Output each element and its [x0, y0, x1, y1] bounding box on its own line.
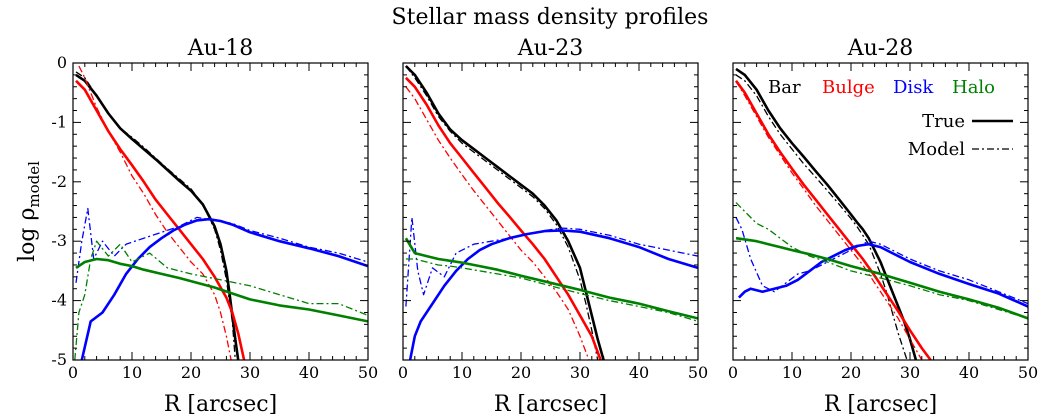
x-tick-label: 20: [511, 363, 531, 382]
series-bar-true: [404, 65, 605, 360]
series-bulge-model: [735, 80, 923, 360]
plot-frame: [72, 62, 369, 361]
x-tick-label: 0: [398, 363, 408, 382]
plot-frame: [732, 62, 1029, 361]
figure-title: Stellar mass density profiles: [392, 5, 709, 30]
series-bar-model: [405, 65, 599, 360]
y-tick-label: -2: [51, 172, 67, 191]
panels: Au-18 0 10 20 30 40 50 0 -1 -2 -3 -4 -5 R [arcsec] log…: [15, 36, 1038, 417]
x-axis-label: R [arcsec]: [824, 392, 937, 417]
legend-entry-disk: Disk: [893, 77, 934, 98]
y-tick-label: -5: [51, 350, 67, 369]
x-tick-label: 0: [68, 363, 78, 382]
x-tick-label: 0: [728, 363, 738, 382]
x-tick-label: 10: [782, 363, 802, 382]
y-tick-label: -4: [51, 291, 67, 310]
plot-frame: [402, 62, 699, 361]
series-disk-model: [75, 207, 368, 283]
legend-entry-bulge: Bulge: [822, 77, 875, 98]
panel-1: Au-18 0 10 20 30 40 50 0 -1 -2 -3 -4 -5 R [arcsec] log…: [15, 36, 378, 417]
x-axis-label: R [arcsec]: [494, 392, 607, 417]
x-tick-label: 50: [358, 363, 378, 382]
panel-title: Au-28: [847, 36, 913, 61]
legend-entry-halo: Halo: [952, 77, 995, 98]
y-tick-label: -1: [51, 112, 67, 131]
series-halo-model: [405, 258, 698, 323]
x-tick-label: 10: [122, 363, 142, 382]
legend-entry-bar: Bar: [768, 77, 801, 98]
legend: Bar Bulge Disk Halo True Model: [768, 77, 1013, 160]
x-tick-label: 30: [900, 363, 920, 382]
series-bar-model: [735, 74, 908, 360]
series-bar-true: [735, 67, 918, 360]
series-halo-true: [404, 237, 698, 320]
series-disk-true: [737, 242, 1028, 308]
x-tick-label: 50: [1018, 363, 1038, 382]
x-tick-label: 20: [181, 363, 201, 382]
series-disk-true: [80, 217, 368, 360]
y-axis-label-subscript: model: [25, 161, 43, 208]
series-bulge-true: [404, 76, 602, 360]
x-tick-label: 50: [688, 363, 708, 382]
x-tick-label: 20: [841, 363, 861, 382]
series-halo-true: [735, 236, 1028, 320]
y-tick-label: -3: [51, 231, 67, 250]
panel-title: Au-18: [187, 36, 253, 61]
series-group: [404, 65, 698, 360]
x-tick-label: 40: [959, 363, 979, 382]
series-group: [74, 65, 368, 360]
x-axis-label: R [arcsec]: [164, 392, 277, 417]
x-tick-label: 30: [570, 363, 590, 382]
x-tick-label: 10: [452, 363, 472, 382]
series-bar-model: [75, 71, 236, 360]
series-bulge-model: [405, 86, 590, 360]
series-bulge-model: [78, 65, 232, 360]
legend-style-model: Model: [908, 139, 965, 160]
x-tick-label: 30: [240, 363, 260, 382]
panel-2: Au-23 0 10 20 30 40 50 R [arcsec]: [398, 36, 708, 417]
series-halo-model: [735, 202, 1028, 320]
series-halo-model: [74, 240, 368, 360]
series-disk-true: [408, 229, 698, 360]
legend-style-true: True: [922, 111, 965, 132]
y-axis-label: log ρmodel: [15, 161, 43, 262]
series-bulge-true: [734, 80, 932, 360]
panel-3: Au-28 0 10 20 30 40 50 R [arcsec] Bar Bulge Disk Ha…: [728, 36, 1038, 417]
x-tick-label: 40: [299, 363, 319, 382]
series-group: [734, 67, 1028, 360]
y-tick-label: 0: [57, 53, 67, 72]
series-halo-true: [75, 257, 368, 323]
y-axis-label-main: log ρ: [15, 208, 40, 262]
series-disk-model: [735, 217, 1028, 305]
panel-title: Au-23: [517, 36, 583, 61]
x-tick-label: 40: [629, 363, 649, 382]
